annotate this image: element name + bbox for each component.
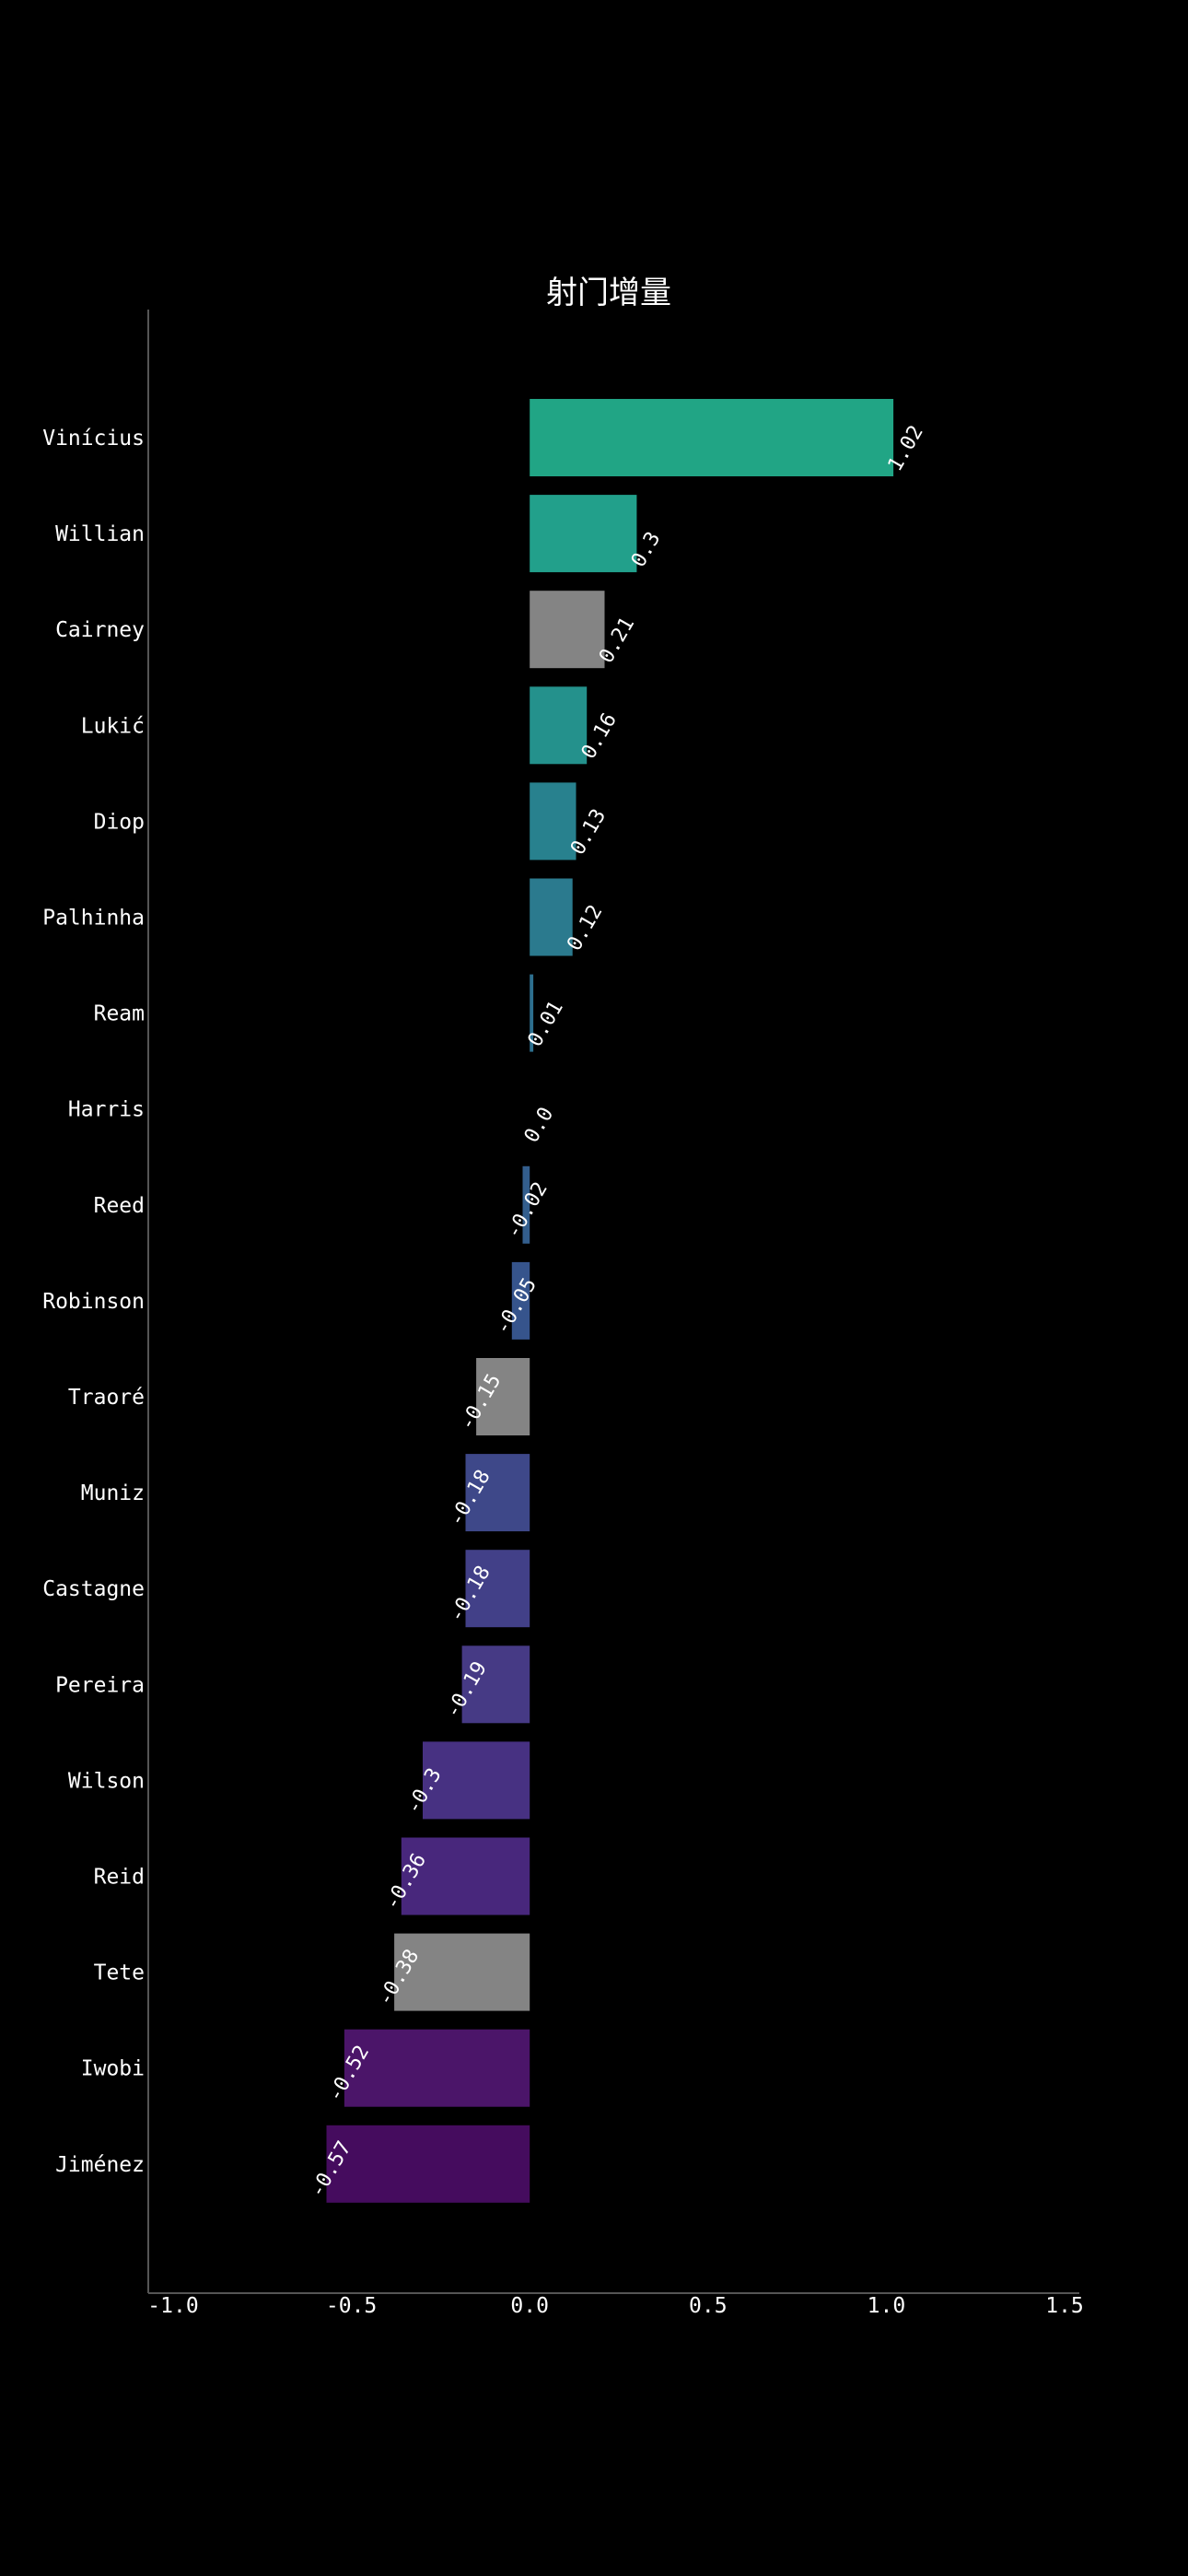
x-tick-label: 1.5 [1045,2294,1084,2318]
bar-16 [394,1933,530,2011]
bar-15 [401,1837,530,1915]
category-label: Lukić [81,714,145,738]
category-label: Muniz [81,1481,145,1505]
x-tick-label: -1.0 [147,2294,198,2318]
category-label: Robinson [42,1290,145,1314]
bar-13 [461,1645,530,1724]
category-label: Tete [94,1961,145,1985]
data-label: -0.05 [491,1274,542,1339]
x-tick-label: 1.0 [868,2294,906,2318]
bar-8 [522,1165,530,1244]
bar-9 [511,1261,530,1340]
category-label: Jiménez [55,2153,145,2177]
category-label: Vinícius [42,427,145,451]
bar-4 [530,782,577,861]
x-tick-label: -0.5 [326,2294,377,2318]
bar-0 [530,399,894,476]
category-label: Palhinha [42,907,145,931]
category-label: Iwobi [81,2057,145,2081]
category-label: Pereira [55,1673,145,1697]
category-label: Harris [68,1098,145,1122]
category-label: Castagne [42,1577,145,1601]
x-tick-label: 0.0 [510,2294,549,2318]
chart-title: 射门增量 [546,275,671,311]
data-label: 0.0 [520,1104,559,1147]
category-label: Traoré [68,1386,145,1410]
category-label: Reid [94,1866,145,1890]
x-tick-labels-group: -1.0 -0.5 0.0 0.5 1.0 1.5 [147,2294,1083,2318]
data-label: -0.02 [502,1178,553,1243]
category-label: Ream [94,1002,145,1026]
bar-11 [465,1454,530,1532]
bar-2 [530,591,605,669]
bar-1 [530,495,637,573]
category-label: Wilson [68,1769,145,1793]
bar-12 [465,1550,530,1628]
bar-18 [326,2125,530,2203]
bar-17 [344,2029,530,2107]
bar-5 [530,878,573,956]
category-label: Cairney [55,618,145,642]
bar-3 [530,686,588,765]
bar-14 [423,1741,530,1820]
category-labels-group: Vinícius Willian Cairney Lukić Diop Palhinha R… [42,427,145,2177]
bars-group [326,399,894,2203]
bar-6 [530,974,534,1052]
category-label: Reed [94,1194,145,1218]
category-label: Willian [55,522,145,546]
category-label: Diop [94,810,145,834]
bar-10 [476,1358,530,1435]
x-tick-label: 0.5 [689,2294,728,2318]
